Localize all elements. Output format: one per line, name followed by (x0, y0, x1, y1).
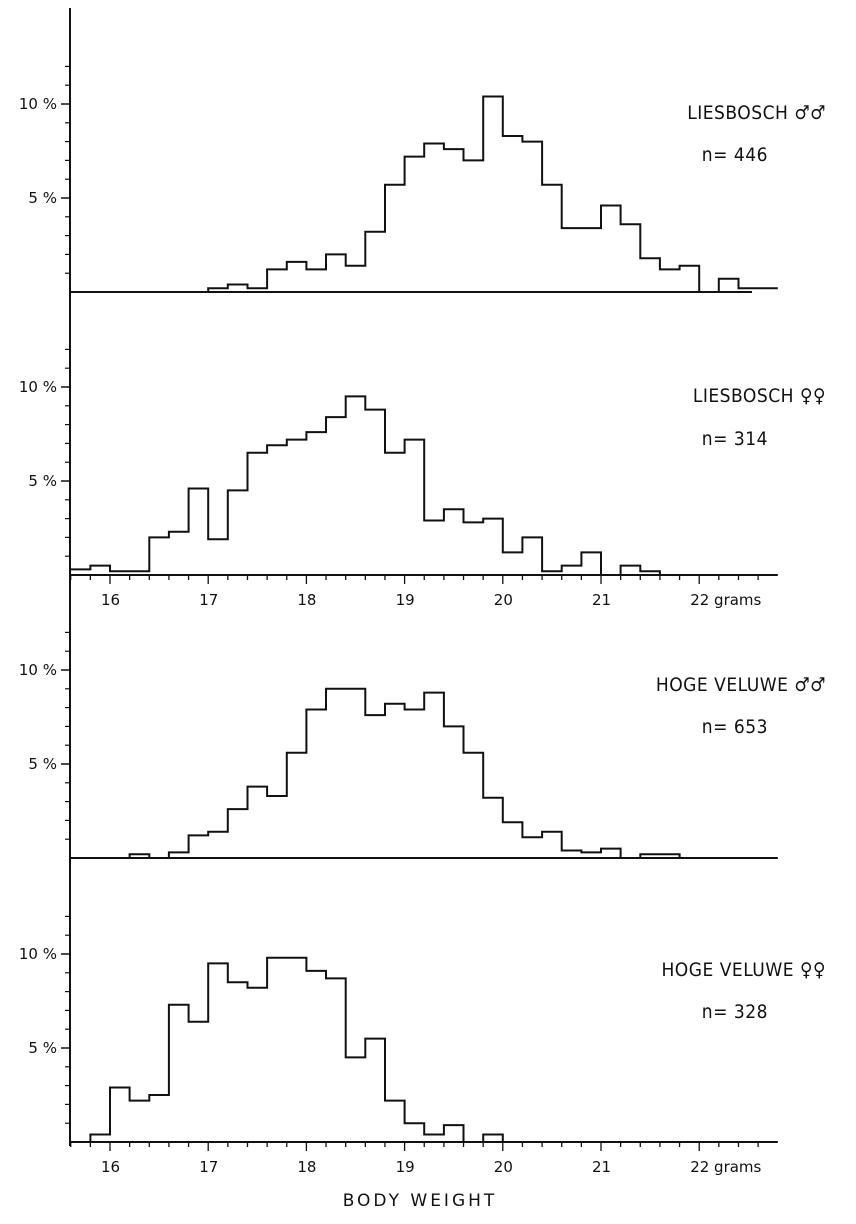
xtick-label: 18 (297, 591, 316, 609)
histogram-outline (70, 395, 778, 576)
xtick-label: 20 (494, 1158, 513, 1176)
xtick-label: 17 (199, 1158, 218, 1176)
sample-size-label: n= 653 (702, 716, 768, 738)
ytick-10-label: 10 % (19, 661, 57, 679)
x-axis-upper: 16 17 18 19 20 21 22 grams (70, 575, 762, 609)
xtick-label: 16 (101, 1158, 120, 1176)
histogram-outline (70, 95, 778, 293)
sample-size-label: n= 314 (702, 428, 768, 450)
ytick-10-label: 10 % (19, 95, 57, 113)
panel-liesbosch-males: 10 % 5 % LIESBOSCH ♂♂ n= 446 (19, 65, 826, 293)
xtick-label: 20 (494, 591, 513, 609)
ytick-5-label: 5 % (28, 1039, 57, 1057)
xtick-label: 21 (592, 1158, 611, 1176)
xtick-label: 18 (297, 1158, 316, 1176)
ytick-10-label: 10 % (19, 945, 57, 963)
panel-label: LIESBOSCH ♀♀ (693, 385, 826, 407)
sample-size-label: n= 446 (702, 144, 768, 166)
panel-label: HOGE VELUWE ♂♂ (656, 674, 826, 696)
ytick-5-label: 5 % (28, 472, 57, 490)
xtick-label: 19 (396, 1158, 415, 1176)
xtick-label: 17 (199, 591, 218, 609)
panel-label: LIESBOSCH ♂♂ (687, 102, 826, 124)
panel-hoge-veluwe-males: 10 % 5 % HOGE VELUWE ♂♂ n= 653 (19, 631, 826, 859)
ytick-10-label: 10 % (19, 378, 57, 396)
ytick-5-label: 5 % (28, 189, 57, 207)
histogram-outline (70, 687, 778, 859)
panel-liesbosch-females: 10 % 5 % LIESBOSCH ♀♀ n= 314 (19, 348, 826, 576)
xtick-label: 22 grams (690, 591, 761, 609)
xtick-label: 19 (396, 591, 415, 609)
xtick-label: 22 grams (690, 1158, 761, 1176)
panel-hoge-veluwe-females: 10 % 5 % HOGE VELUWE ♀♀ n= 328 (19, 915, 826, 1143)
x-axis-lower: 16 17 18 19 20 21 22 grams (70, 1142, 762, 1176)
panel-label: HOGE VELUWE ♀♀ (661, 959, 826, 981)
ytick-5-label: 5 % (28, 755, 57, 773)
sample-size-label: n= 328 (702, 1001, 768, 1023)
histogram-outline (70, 956, 778, 1143)
xtick-label: 16 (101, 591, 120, 609)
x-axis-title: BODY WEIGHT (343, 1191, 498, 1211)
xtick-label: 21 (592, 591, 611, 609)
